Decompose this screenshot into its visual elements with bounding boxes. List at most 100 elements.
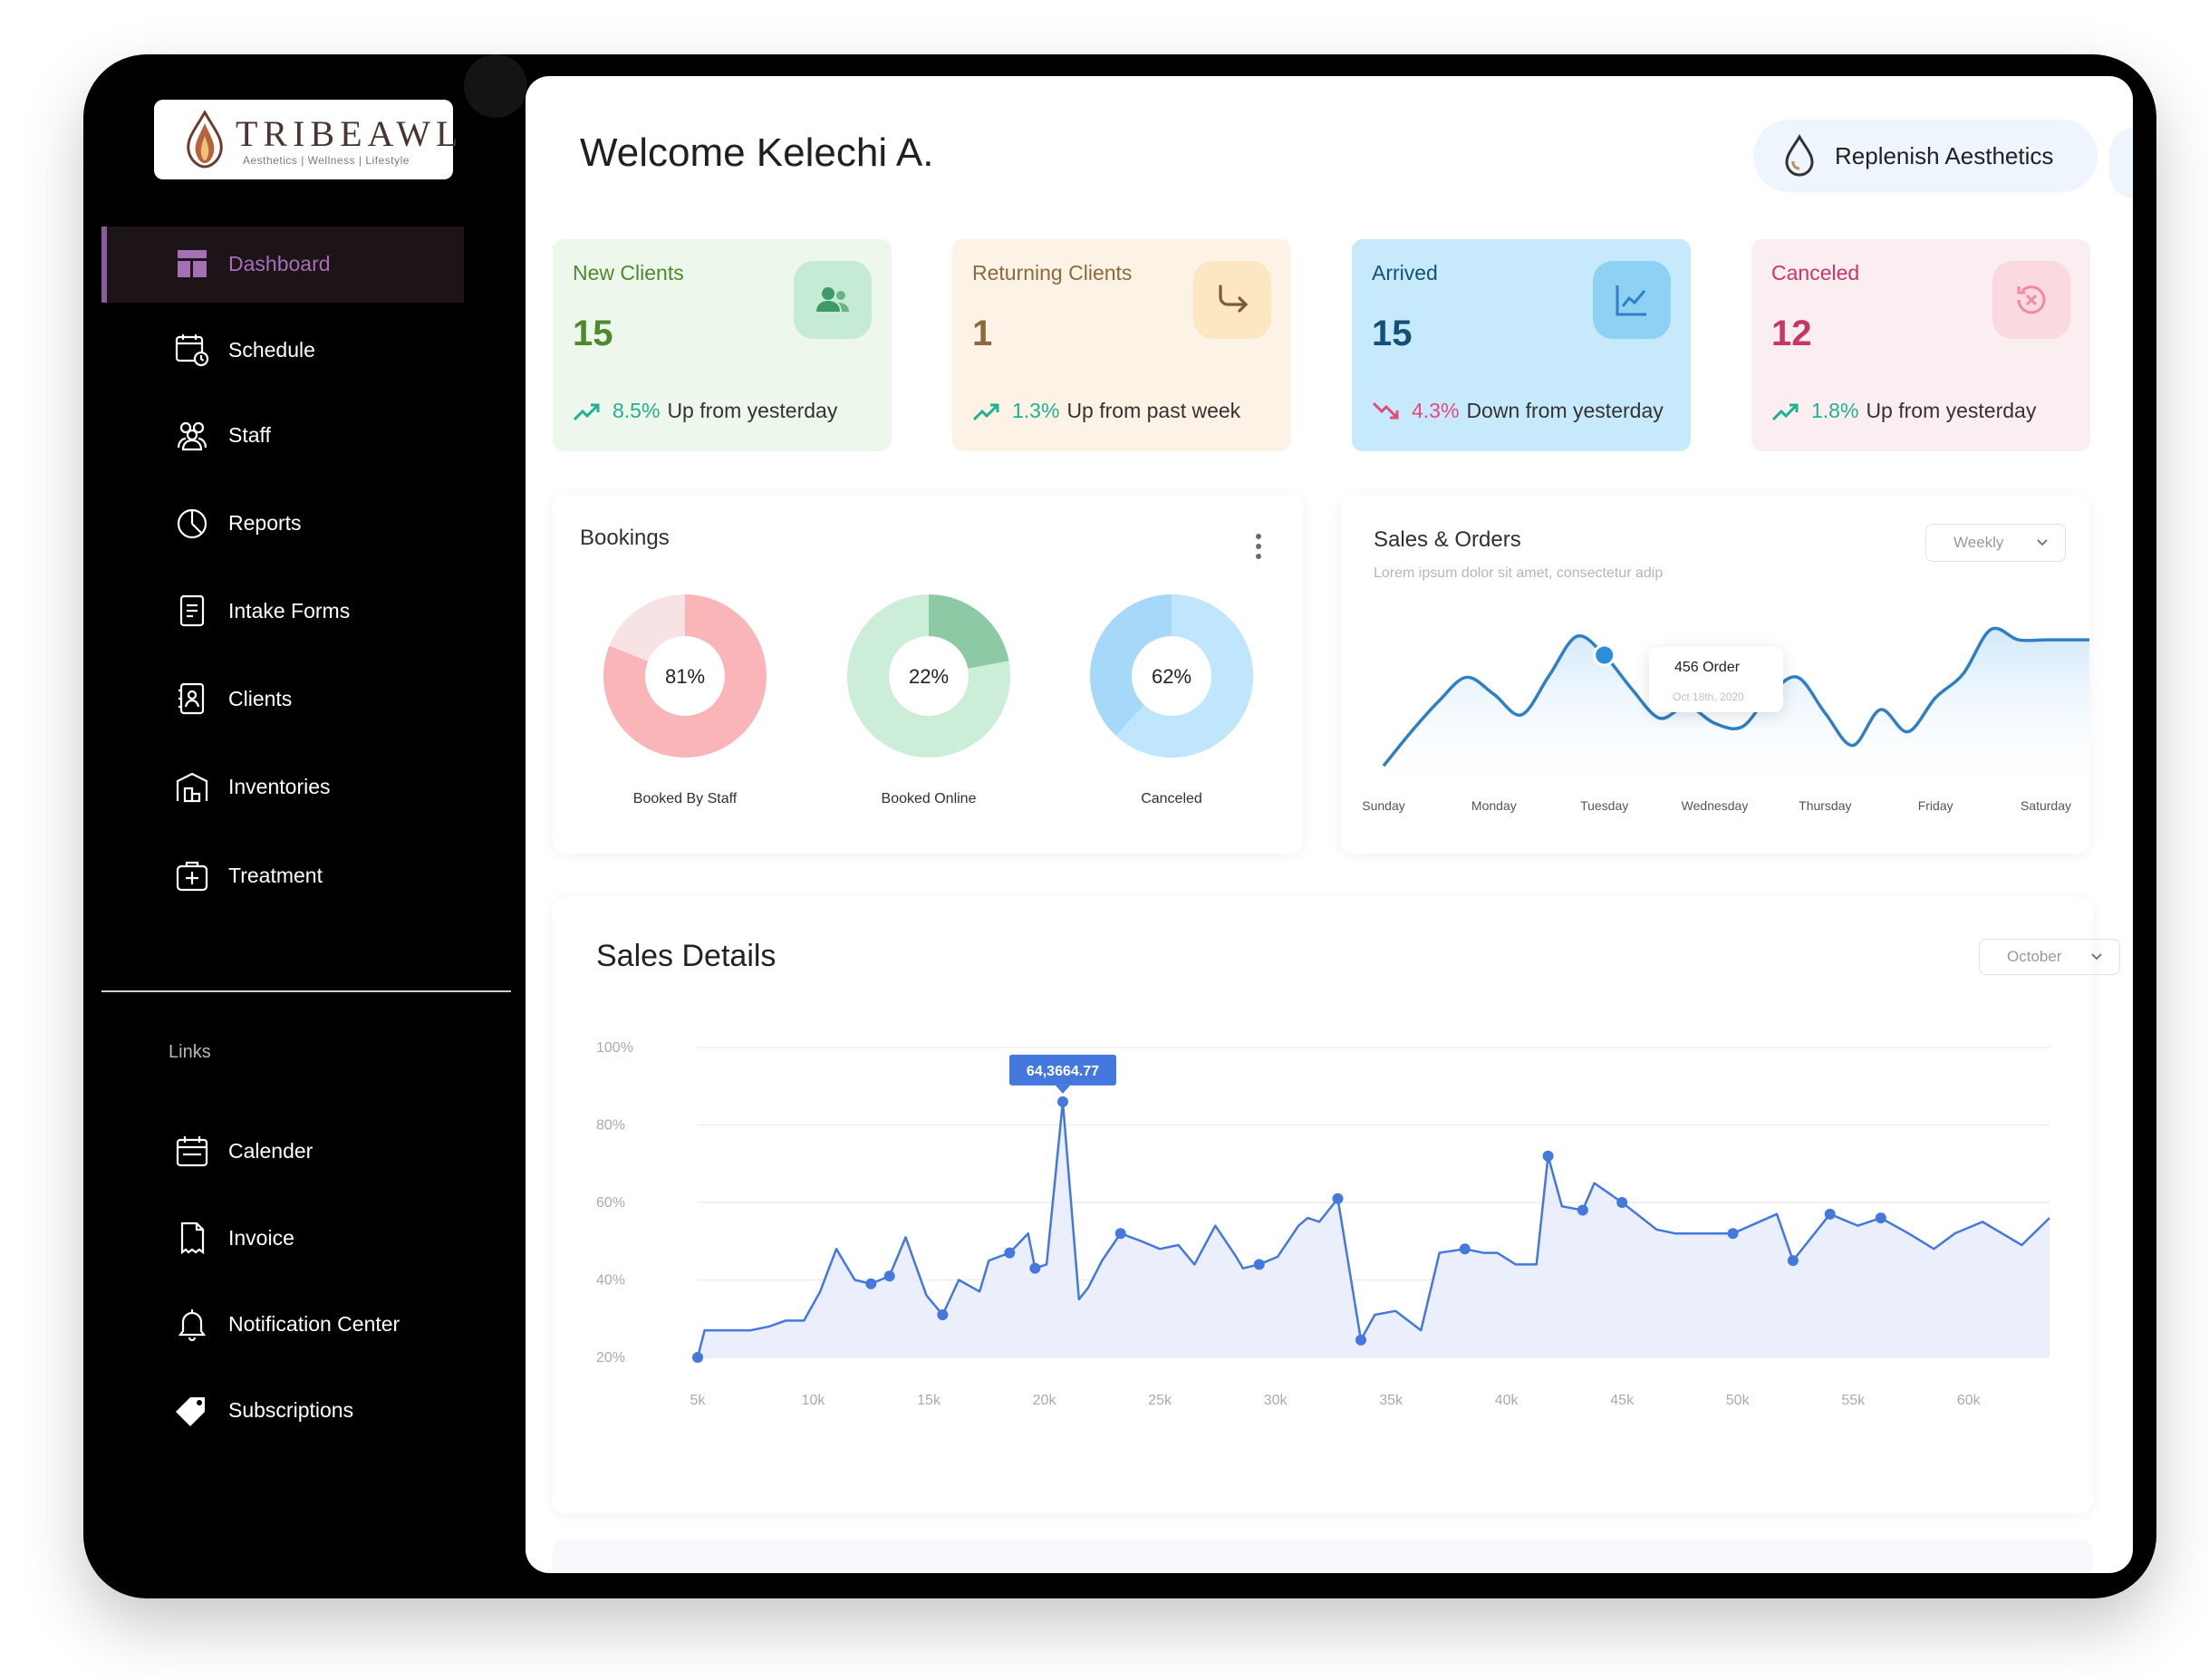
orders-x-tick: Sunday [1362,798,1404,813]
x-tick-label: 10k [802,1393,826,1408]
sidebar-item-schedule[interactable]: Schedule [174,323,315,377]
x-tick-label: 20k [1033,1393,1057,1408]
donut-center [889,636,969,716]
sales-point [883,1270,895,1282]
order-tooltip: 456 Order Oct 18th, 2020 [1649,647,1783,712]
stat-trend: 1.3% Up from past week [972,399,1240,423]
orders-area [1384,628,2089,783]
x-tick-label: 25k [1148,1393,1172,1408]
sales-line [696,1100,2050,1358]
stat-change-text: Up from yesterday [1866,399,2037,422]
sidebar-item-treatment[interactable]: Treatment [174,848,323,903]
next-section-card [553,1540,2093,1573]
sales-point [1253,1259,1265,1270]
organization-switcher[interactable]: Replenish Aesthetics [1753,120,2098,192]
donut-chart: 62% [1090,594,1253,758]
trend-up-icon [573,403,600,420]
org-drop-icon [1785,134,1814,177]
sidebar-item-clients[interactable]: Clients [174,671,292,726]
stat-trend: 4.3% Down from yesterday [1372,399,1664,423]
organization-name: Replenish Aesthetics [1835,141,2054,169]
logo-tagline: Aesthetics | Wellness | Lifestyle [243,154,410,167]
stat-change: 8.5% [613,399,661,422]
weekly-select[interactable]: Weekly [1925,524,2066,562]
orders-x-tick: Friday [1918,798,1953,813]
sidebar-item-label: Reports [228,510,302,535]
y-tick-label: 80% [596,1118,625,1134]
sidebar-item-inventories[interactable]: Inventories [174,759,331,814]
tag-icon [176,1397,205,1426]
sidebar-item-label: Staff [228,422,271,447]
sidebar-item-intake-forms[interactable]: Intake Forms [174,584,350,638]
sales-point [1577,1204,1588,1216]
sales-point [1459,1243,1471,1255]
orders-x-tick: Tuesday [1580,798,1628,813]
warehouse-icon [176,772,208,803]
stat-icon-box [1193,261,1271,339]
calendar-clock-icon [175,334,209,367]
tooltip-order-value: 456 [1674,660,1699,675]
sidebar-link-label: Calender [228,1138,314,1163]
bookings-card: Bookings 81% Booked By Staff 22% Booked … [553,495,1303,854]
sidebar-item-staff[interactable]: Staff [174,408,271,462]
profile-button[interactable] [2109,127,2133,199]
stat-value: 15 [1372,314,1413,353]
orders-x-tick: Saturday [2021,798,2071,813]
donut-center [1132,636,1211,716]
sales-point [1787,1255,1799,1267]
stat-icon-box [1593,261,1671,339]
stat-card-returning-clients: Returning Clients 1 1.3% Up from past we… [952,239,1291,451]
sidebar-item-label: Dashboard [228,251,331,275]
month-select-value: October [2007,948,2062,965]
orders-x-tick: Wednesday [1682,798,1749,813]
camera [464,54,527,118]
sales-details-title: Sales Details [596,939,777,973]
sidebar-item-reports[interactable]: Reports [174,496,302,550]
sidebar-link-subscriptions[interactable]: Subscriptions [174,1383,353,1437]
donut-booked-online: 22% Booked Online [847,594,1010,807]
sidebar-item-label: Treatment [228,863,323,887]
medical-case-icon [176,861,208,892]
x-tick-label: 45k [1610,1393,1635,1408]
sidebar-link-label: Notification Center [228,1311,400,1336]
sidebar-link-notification-center[interactable]: Notification Center [174,1297,400,1351]
sales-orders-subtitle: Lorem ipsum dolor sit amet, consectetur … [1374,565,1664,581]
trend-down-icon [1372,401,1399,419]
sidebar-item-dashboard[interactable]: Dashboard [174,237,331,291]
sidebar-link-label: Invoice [228,1225,294,1250]
donut-percent-label: 62% [1152,665,1191,688]
tooltip-order-unit: Order [1703,660,1741,675]
sales-orders-title: Sales & Orders [1374,527,1521,552]
month-select[interactable]: October [1979,939,2120,975]
bookings-title: Bookings [580,526,670,550]
sidebar-link-invoice[interactable]: Invoice [174,1211,294,1265]
flame-logo-icon [187,111,223,169]
sales-point [1875,1212,1886,1224]
donut-percent-label: 22% [909,665,949,688]
y-tick-label: 100% [596,1040,633,1056]
stat-value: 12 [1771,314,1812,353]
donut-value-arc [603,594,767,758]
donut-caption: Booked By Staff [632,791,738,806]
sales-point [1004,1247,1016,1259]
logo-text: TRIBEAWL [236,113,464,154]
cancel-clock-icon [2017,285,2046,314]
donut-canceled: 62% Canceled [1090,594,1253,807]
sales-point [1542,1150,1554,1162]
orders-x-tick: Monday [1471,798,1517,813]
more-menu-icon[interactable] [1254,533,1263,560]
peak-tooltip-box [1008,1054,1116,1086]
sales-orders-chart: Sunday Monday Tuesday Wednesday Thursday Frid… [1362,626,2089,813]
donut-chart: 22% [847,594,1010,758]
page-title: Welcome Kelechi A. [580,130,934,175]
contact-book-icon [178,682,205,715]
orders-line [1382,626,2089,768]
y-tick-label: 20% [596,1350,625,1366]
stat-card-new-clients: New Clients 15 8.5% Up from yesterday [553,239,892,451]
brand-logo[interactable]: TRIBEAWL Aesthetics | Wellness | Lifesty… [154,100,458,179]
sidebar-link-calender[interactable]: Calender [174,1124,313,1178]
weekly-select-value: Weekly [1953,534,2004,551]
donut-chart: 81% [603,594,767,758]
trend-up-icon [972,403,999,420]
x-tick-label: 5k [690,1393,707,1408]
